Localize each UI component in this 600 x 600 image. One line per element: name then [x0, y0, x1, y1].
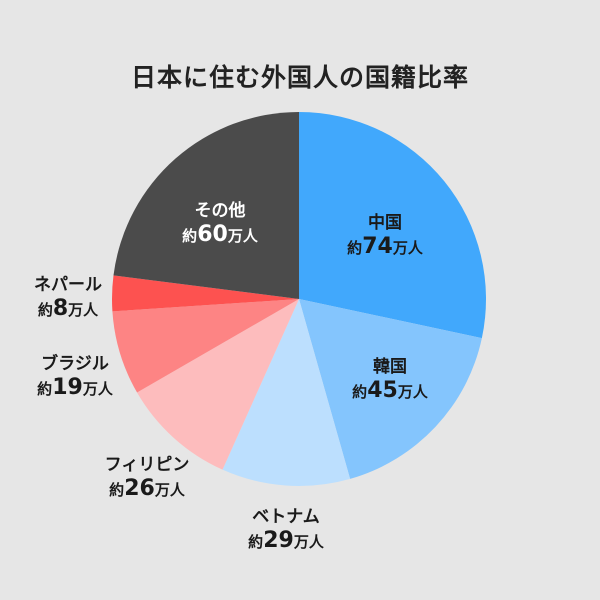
- slice-value-label: 約19万人: [37, 375, 114, 400]
- chart-title: 日本に住む外国人の国籍比率: [130, 63, 469, 92]
- pie-slice: [112, 299, 299, 393]
- slice-label: ネパール: [34, 275, 102, 295]
- slice-value-label: 約45万人: [352, 378, 429, 403]
- pie-slice: [299, 299, 482, 479]
- slice-value-label: 約29万人: [248, 528, 325, 553]
- slice-value-label: 約8万人: [38, 296, 99, 321]
- slice-label: ブラジル: [41, 353, 109, 374]
- pie-slice: [137, 299, 299, 470]
- slice-label: 中国: [368, 212, 402, 233]
- pie-slices: [111, 111, 487, 487]
- pie-slice: [299, 112, 487, 339]
- slice-value-label: 約60万人: [182, 222, 259, 247]
- slice-label: フィリピン: [105, 455, 190, 475]
- slice-value-label: 約26万人: [109, 476, 186, 501]
- pie-slice: [113, 111, 300, 299]
- slice-value-label: 約74万人: [347, 234, 424, 259]
- slice-label: その他: [195, 200, 246, 221]
- pie-slice: [111, 275, 299, 312]
- slice-label: 韓国: [373, 356, 407, 377]
- slice-label: ベトナム: [252, 507, 320, 527]
- pie-slice: [222, 299, 351, 487]
